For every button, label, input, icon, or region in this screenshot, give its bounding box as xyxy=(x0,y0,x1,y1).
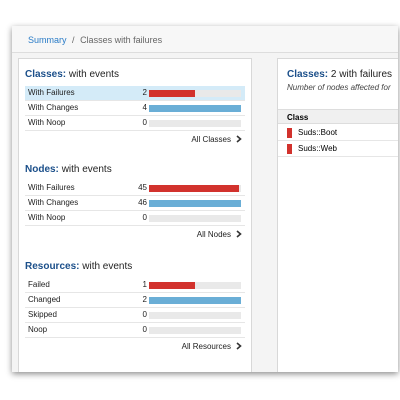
section-title: Nodes: with events xyxy=(25,164,112,175)
summary-panel: Classes: with events With Failures 2 With C… xyxy=(18,58,252,372)
bar-track xyxy=(149,105,241,112)
stat-row: With Changes 4 xyxy=(25,101,245,116)
section-title-bold: Nodes: xyxy=(25,164,59,175)
stat-value: 46 xyxy=(138,198,147,207)
chevron xyxy=(236,230,242,238)
chevron-icon xyxy=(236,342,242,350)
stat-label: Failed xyxy=(28,280,50,289)
stat-label: Noop xyxy=(28,325,48,334)
section-title-rest: with events xyxy=(68,69,119,80)
bar-track xyxy=(149,327,241,334)
stat-row: With Noop 0 xyxy=(25,211,245,226)
failure-marker xyxy=(287,144,292,154)
bar xyxy=(149,282,195,289)
stat-row: With Noop 0 xyxy=(25,116,245,131)
stat-value: 2 xyxy=(142,88,147,97)
section-link-text: All Nodes xyxy=(196,230,231,239)
bar-track xyxy=(149,200,241,207)
stat-label: With Changes xyxy=(28,198,79,207)
breadcrumb: Summary / Classes with failures xyxy=(12,26,398,53)
stat-label: With Noop xyxy=(28,213,66,222)
stat-row: With Changes 46 xyxy=(25,196,245,211)
class-name: Suds::Boot xyxy=(298,128,338,137)
breadcrumb-separator: / xyxy=(72,35,75,45)
stat-value: 0 xyxy=(142,118,147,127)
section-title-bold: Classes: xyxy=(25,69,67,80)
chevron-icon xyxy=(236,230,242,238)
stat-label: Skipped xyxy=(28,310,57,319)
stat-label: Changed xyxy=(28,295,61,304)
chevron xyxy=(236,342,242,350)
stat-row: Failed 1 xyxy=(25,278,245,293)
window: Summary / Classes with failures Classes:… xyxy=(12,26,398,372)
section-link[interactable]: All Classes xyxy=(25,135,243,144)
section-title-rest: with events xyxy=(61,164,112,175)
chevron xyxy=(236,135,242,143)
section-link[interactable]: All Nodes xyxy=(25,230,243,239)
section-title-bold: Resources: xyxy=(25,261,80,272)
stat-value: 4 xyxy=(142,103,147,112)
detail-subtitle: Number of nodes affected for xyxy=(287,83,391,92)
detail-title: Classes: 2 with failures xyxy=(287,69,392,80)
stat-row: With Failures 45 xyxy=(25,181,245,196)
class-name: Suds::Web xyxy=(298,144,337,153)
section-title: Resources: with events xyxy=(25,261,132,272)
stat-value: 45 xyxy=(138,183,147,192)
section-link[interactable]: All Resources xyxy=(25,342,243,351)
bar xyxy=(149,200,241,207)
section-link-text: All Resources xyxy=(181,342,231,351)
bar-track xyxy=(149,185,241,192)
stat-label: With Noop xyxy=(28,118,66,127)
stat-label: With Failures xyxy=(28,88,75,97)
breadcrumb-link[interactable]: Summary xyxy=(28,35,67,45)
section-link-text: All Classes xyxy=(191,135,231,144)
bar-track xyxy=(149,215,241,222)
stat-row: Skipped 0 xyxy=(25,308,245,323)
stat-value: 0 xyxy=(142,213,147,222)
bar xyxy=(149,185,239,192)
stat-value: 0 xyxy=(142,325,147,334)
bar-track xyxy=(149,120,241,127)
bar-track xyxy=(149,90,241,97)
class-row[interactable]: Suds::Boot xyxy=(278,125,398,141)
detail-title-bold: Classes: xyxy=(287,69,329,80)
table-header: Class xyxy=(278,109,398,124)
stat-value: 2 xyxy=(142,295,147,304)
section-title-rest: with events xyxy=(82,261,133,272)
bar-track xyxy=(149,312,241,319)
detail-panel: Classes: 2 with failures Number of nodes… xyxy=(277,58,398,372)
failure-marker xyxy=(287,128,292,138)
stat-row: Noop 0 xyxy=(25,323,245,338)
bar xyxy=(149,297,241,304)
class-row[interactable]: Suds::Web xyxy=(278,141,398,157)
stat-value: 1 xyxy=(142,280,147,289)
stat-row: Changed 2 xyxy=(25,293,245,308)
stat-label: With Changes xyxy=(28,103,79,112)
bar xyxy=(149,105,241,112)
bar xyxy=(149,90,195,97)
stat-label: With Failures xyxy=(28,183,75,192)
bar-track xyxy=(149,282,241,289)
stat-value: 0 xyxy=(142,310,147,319)
breadcrumb-current: Classes with failures xyxy=(80,35,163,45)
bar-track xyxy=(149,297,241,304)
detail-title-rest: 2 with failures xyxy=(330,69,393,80)
section-title: Classes: with events xyxy=(25,69,119,80)
stat-row: With Failures 2 xyxy=(25,86,245,101)
chevron-icon xyxy=(236,135,242,143)
